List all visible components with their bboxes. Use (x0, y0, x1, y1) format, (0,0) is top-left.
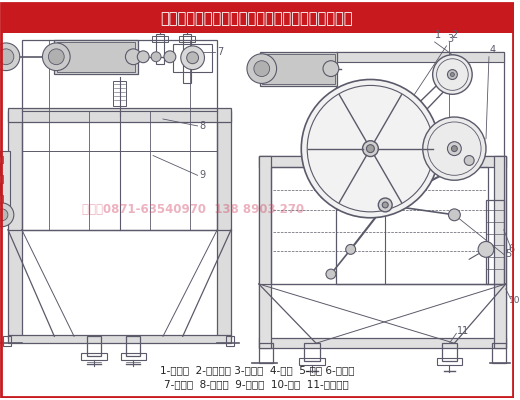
Bar (179, 36, 194, 42)
Circle shape (137, 51, 149, 63)
Circle shape (247, 54, 277, 84)
Bar (260, 52, 337, 86)
Circle shape (0, 209, 8, 221)
Circle shape (346, 244, 356, 254)
Circle shape (379, 198, 392, 212)
Text: 1: 1 (435, 30, 441, 40)
Bar (183, 34, 191, 84)
Text: 5: 5 (505, 249, 511, 259)
Bar (0, 195, 3, 203)
Circle shape (478, 242, 494, 257)
Bar (259, 156, 270, 348)
Bar (54, 40, 138, 74)
Circle shape (423, 117, 486, 180)
Bar (300, 358, 325, 365)
Bar (8, 111, 22, 338)
Bar (113, 82, 126, 106)
Bar (121, 353, 146, 360)
Circle shape (451, 146, 458, 152)
Text: 云南昆明矿机厂系列隔膜式跳汰机内部结构示意图: 云南昆明矿机厂系列隔膜式跳汰机内部结构示意图 (161, 11, 353, 26)
Bar (173, 44, 212, 72)
Bar (437, 358, 462, 365)
Bar (270, 168, 488, 284)
Text: 4: 4 (490, 45, 496, 55)
Bar (22, 40, 217, 230)
Bar (156, 34, 164, 64)
Circle shape (181, 46, 204, 70)
Circle shape (187, 52, 199, 64)
Bar (259, 156, 506, 168)
Circle shape (450, 72, 454, 76)
Bar (304, 343, 320, 361)
Circle shape (448, 142, 461, 156)
Circle shape (382, 202, 388, 208)
Bar (259, 343, 272, 363)
Circle shape (48, 49, 64, 65)
Circle shape (326, 269, 336, 279)
Circle shape (254, 61, 270, 76)
Text: 3: 3 (448, 34, 453, 44)
Bar (0, 156, 3, 164)
Bar (217, 111, 231, 338)
Bar (126, 336, 140, 356)
Circle shape (43, 43, 70, 70)
Circle shape (301, 80, 439, 218)
Bar (8, 108, 231, 122)
Text: 10: 10 (509, 296, 520, 305)
Bar (259, 156, 506, 343)
Circle shape (323, 61, 339, 76)
Text: 7: 7 (217, 47, 224, 57)
Bar (0, 151, 10, 220)
Bar (336, 52, 504, 284)
Circle shape (0, 203, 14, 227)
Text: 洽询：0871-63540970  138 8903 270: 洽询：0871-63540970 138 8903 270 (82, 203, 304, 216)
Bar (441, 343, 458, 361)
Circle shape (464, 156, 474, 166)
Text: 2: 2 (451, 30, 458, 40)
Text: 11: 11 (458, 326, 470, 336)
Text: 1-电动机  2-传动部分 3-分水器  4-摇臂  5-连杆 6-胶隔膜: 1-电动机 2-传动部分 3-分水器 4-摇臂 5-连杆 6-胶隔膜 (160, 365, 354, 375)
Circle shape (0, 43, 20, 70)
Bar (486, 200, 504, 284)
Bar (3, 336, 11, 346)
Bar (57, 42, 135, 72)
Circle shape (164, 51, 176, 63)
Circle shape (0, 49, 14, 65)
Bar (87, 336, 101, 356)
Circle shape (433, 55, 472, 94)
Text: 6: 6 (509, 244, 515, 254)
Bar (336, 52, 504, 62)
Circle shape (125, 49, 141, 65)
Bar (262, 54, 335, 84)
Bar (494, 156, 506, 348)
Bar (492, 343, 506, 363)
Bar (226, 336, 234, 346)
Bar (81, 353, 107, 360)
Text: 9: 9 (200, 170, 205, 180)
Circle shape (448, 70, 458, 80)
Bar (259, 338, 506, 348)
Text: 8: 8 (200, 121, 205, 131)
Circle shape (367, 145, 374, 152)
Bar (1, 4, 513, 33)
Circle shape (448, 209, 460, 221)
Circle shape (151, 52, 161, 62)
Circle shape (362, 141, 379, 156)
Bar (0, 175, 3, 183)
Bar (8, 335, 231, 343)
Bar (152, 36, 168, 42)
Text: 7-跳汰室  8-隔膜室  9-跳汰室  10-机架  11-排矿活栓: 7-跳汰室 8-隔膜室 9-跳汰室 10-机架 11-排矿活栓 (164, 379, 349, 389)
